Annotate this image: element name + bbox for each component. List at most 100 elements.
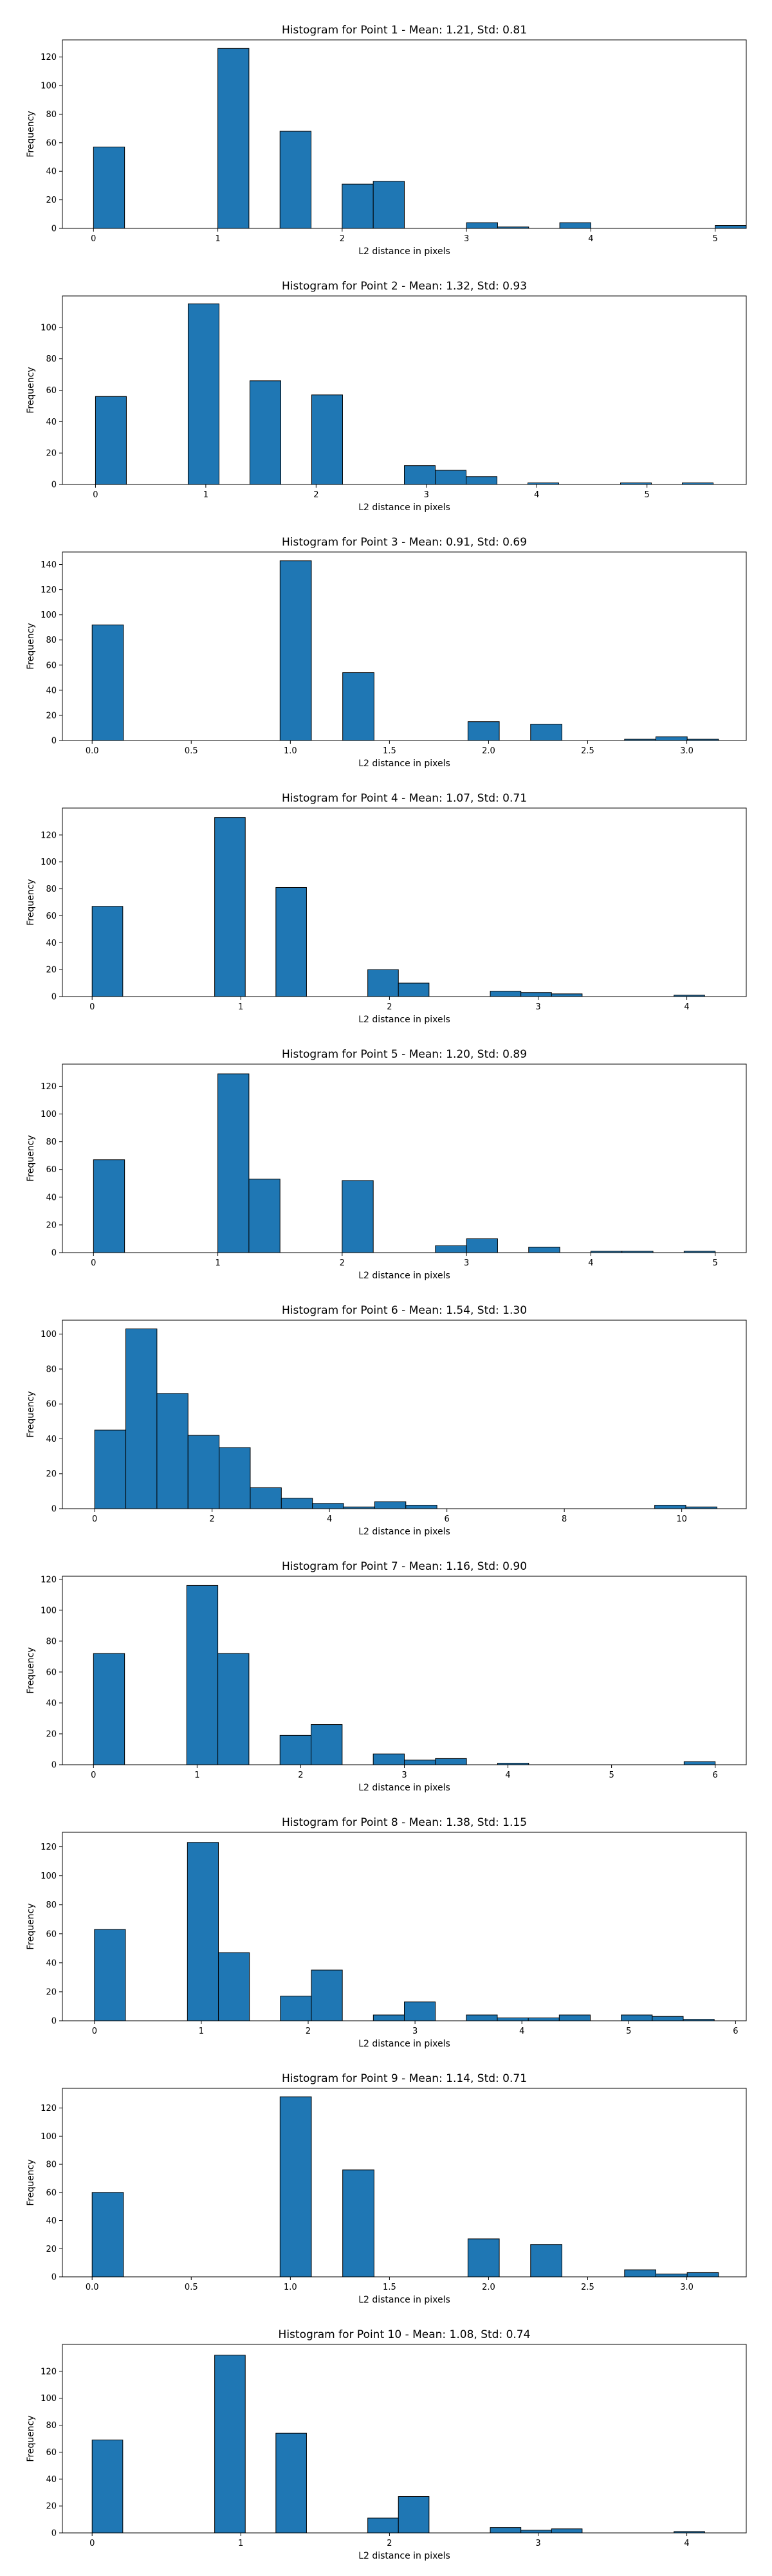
histogram-bar — [93, 1159, 125, 1253]
y-tick-label: 40 — [46, 1958, 57, 1968]
y-tick-label: 80 — [46, 1900, 57, 1910]
y-tick-label: 20 — [46, 196, 57, 205]
x-tick-label: 3 — [401, 1771, 407, 1780]
histogram-bar — [217, 48, 250, 229]
histogram-bar — [372, 1753, 405, 1765]
histogram-bar — [530, 724, 562, 741]
histogram-panel: Histogram for Point 3 - Mean: 0.91, Std:… — [26, 536, 747, 769]
x-tick-label: 0 — [92, 2027, 97, 2036]
histogram-bar — [715, 225, 747, 229]
y-axis-label: Frequency — [26, 2159, 36, 2205]
y-tick-label: 60 — [46, 661, 57, 670]
y-tick-label: 0 — [51, 481, 57, 490]
y-tick-label: 60 — [46, 1165, 57, 1175]
histogram-bar — [654, 1505, 686, 1509]
x-tick-label: 6 — [733, 2027, 738, 2036]
histogram-bar — [217, 1653, 250, 1765]
x-tick-label: 3.0 — [680, 746, 694, 756]
x-tick-label: 5 — [609, 1771, 614, 1780]
y-tick-label: 100 — [41, 1606, 57, 1615]
histogram-bar — [530, 2244, 562, 2277]
x-tick-label: 4 — [588, 234, 593, 244]
y-tick-label: 120 — [41, 1575, 57, 1585]
chart-title: Histogram for Point 3 - Mean: 0.91, Std:… — [282, 536, 527, 549]
x-tick-label: 1 — [203, 490, 208, 500]
y-tick-label: 40 — [46, 418, 57, 427]
y-tick-label: 80 — [46, 2160, 57, 2170]
plot-frame — [62, 1320, 747, 1509]
x-tick-label: 2.0 — [482, 746, 495, 756]
y-tick-label: 0 — [51, 1761, 57, 1771]
x-tick-label: 2 — [298, 1771, 303, 1780]
x-tick-label: 1.0 — [284, 746, 297, 756]
y-tick-label: 80 — [46, 1637, 57, 1646]
x-tick-label: 4 — [519, 2027, 524, 2036]
histogram-bar — [624, 2269, 656, 2277]
histogram-bar — [279, 1734, 312, 1765]
y-tick-label: 120 — [41, 53, 57, 62]
histogram-bar — [187, 303, 219, 485]
x-tick-label: 2 — [387, 1002, 392, 1012]
plot-frame — [62, 2344, 747, 2534]
histogram-bar — [528, 2017, 560, 2021]
y-tick-label: 40 — [46, 1698, 57, 1708]
x-tick-label: 0 — [89, 1002, 95, 1012]
y-tick-label: 80 — [46, 636, 57, 645]
chart-title: Histogram for Point 7 - Mean: 1.16, Std:… — [282, 1560, 527, 1573]
x-tick-label: 2 — [387, 2539, 392, 2548]
y-tick-label: 20 — [46, 1729, 57, 1739]
plot-frame — [62, 1063, 747, 1253]
x-tick-label: 1 — [238, 1002, 243, 1012]
histogram-bar — [520, 992, 552, 997]
x-tick-label: 3 — [412, 2027, 418, 2036]
x-tick-label: 0 — [93, 490, 98, 500]
plot-frame — [62, 2088, 747, 2277]
y-tick-label: 80 — [46, 885, 57, 894]
histogram-bar — [93, 146, 125, 229]
y-tick-label: 20 — [46, 2502, 57, 2512]
histogram-bar — [342, 1180, 374, 1253]
y-axis-label: Frequency — [26, 879, 36, 925]
histogram-bar — [405, 1505, 437, 1509]
histogram-bar — [187, 1842, 219, 2021]
x-tick-label: 0.0 — [86, 746, 99, 756]
y-tick-label: 40 — [46, 167, 57, 177]
histogram-bar — [367, 969, 399, 997]
x-tick-label: 4 — [534, 490, 539, 500]
y-tick-label: 40 — [46, 1435, 57, 1444]
histogram-bar — [528, 1246, 560, 1253]
histogram-bar — [559, 222, 591, 229]
y-tick-label: 120 — [41, 1843, 57, 1852]
histogram-bar — [466, 476, 498, 485]
x-tick-label: 3.0 — [680, 2283, 694, 2292]
histogram-panel: Histogram for Point 9 - Mean: 1.14, Std:… — [26, 2072, 747, 2305]
y-axis-label: Frequency — [26, 1903, 36, 1949]
y-tick-label: 80 — [46, 1137, 57, 1147]
x-tick-label: 1.0 — [284, 2283, 297, 2292]
histogram-bar — [374, 1501, 407, 1509]
y-tick-label: 100 — [41, 2132, 57, 2142]
histogram-bar — [551, 2528, 583, 2534]
histogram-bar — [93, 1653, 125, 1765]
plot-frame — [62, 39, 747, 229]
histogram-bar — [275, 887, 307, 997]
x-tick-label: 10 — [676, 1514, 687, 1524]
histogram-bar — [372, 181, 405, 229]
x-tick-label: 4 — [684, 2539, 689, 2548]
histogram-bar — [94, 1430, 127, 1509]
histogram-bar — [435, 470, 467, 485]
x-tick-label: 2.5 — [581, 2283, 594, 2292]
plot-frame — [62, 1576, 747, 1765]
histogram-bar — [275, 2433, 307, 2534]
histogram-bar — [249, 380, 281, 485]
x-tick-label: 2 — [340, 1258, 345, 1268]
histogram-bar — [91, 906, 124, 997]
x-tick-label: 0.5 — [185, 2283, 198, 2292]
y-tick-label: 0 — [51, 1249, 57, 1258]
chart-title: Histogram for Point 1 - Mean: 1.21, Std:… — [282, 24, 527, 37]
y-tick-label: 40 — [46, 686, 57, 695]
histogram-bar — [467, 2238, 500, 2277]
y-tick-label: 60 — [46, 138, 57, 148]
histogram-bar — [404, 465, 436, 485]
chart-title: Histogram for Point 8 - Mean: 1.38, Std:… — [282, 1816, 527, 1829]
